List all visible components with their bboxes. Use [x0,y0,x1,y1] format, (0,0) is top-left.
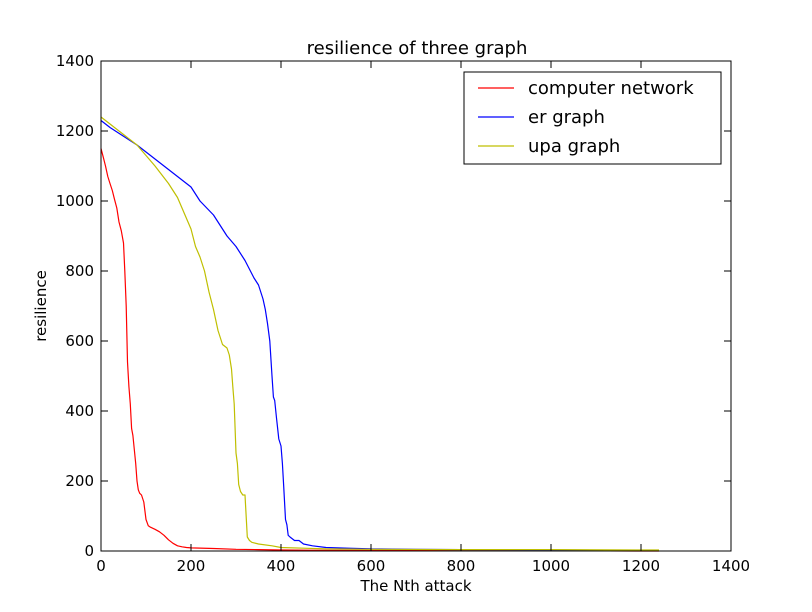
y-tick-label: 1000 [56,192,94,210]
y-tick-label: 1200 [56,122,94,140]
y-tick-label: 400 [65,402,94,420]
x-tick-label: 1000 [532,557,570,575]
series-line-computer-network [100,148,659,552]
series-line-er-graph [100,120,659,551]
y-tick-label: 0 [84,542,94,560]
x-tick-label: 0 [96,557,106,575]
plot-frame [100,60,732,552]
series-line-upa-graph [100,116,659,551]
x-tick-label: 200 [177,557,206,575]
series-layer [100,116,659,552]
ticks-layer: 0 200 400 600 800 1000 1200 1400 0 200 400 600 800 10… [56,52,750,575]
legend-box [463,71,722,165]
legend-label-er-graph: er graph [528,107,605,128]
legend: computer network er graph upa graph [463,71,722,165]
x-tick-label: 600 [357,557,386,575]
x-tick-label: 1400 [712,557,750,575]
legend-label-upa-graph: upa graph [528,136,620,157]
x-tick-label: 400 [267,557,296,575]
y-axis-title: resilience [32,270,50,342]
y-tick-label: 1400 [56,52,94,70]
x-axis-title: The Nth attack [359,577,471,595]
x-tick-label: 1200 [622,557,660,575]
y-tick-label: 200 [65,472,94,490]
y-tick-label: 600 [65,332,94,350]
chart-title: resilience of three graph [307,38,528,59]
legend-label-computer-network: computer network [528,78,694,99]
x-tick-label: 800 [447,557,476,575]
y-tick-label: 800 [65,262,94,280]
